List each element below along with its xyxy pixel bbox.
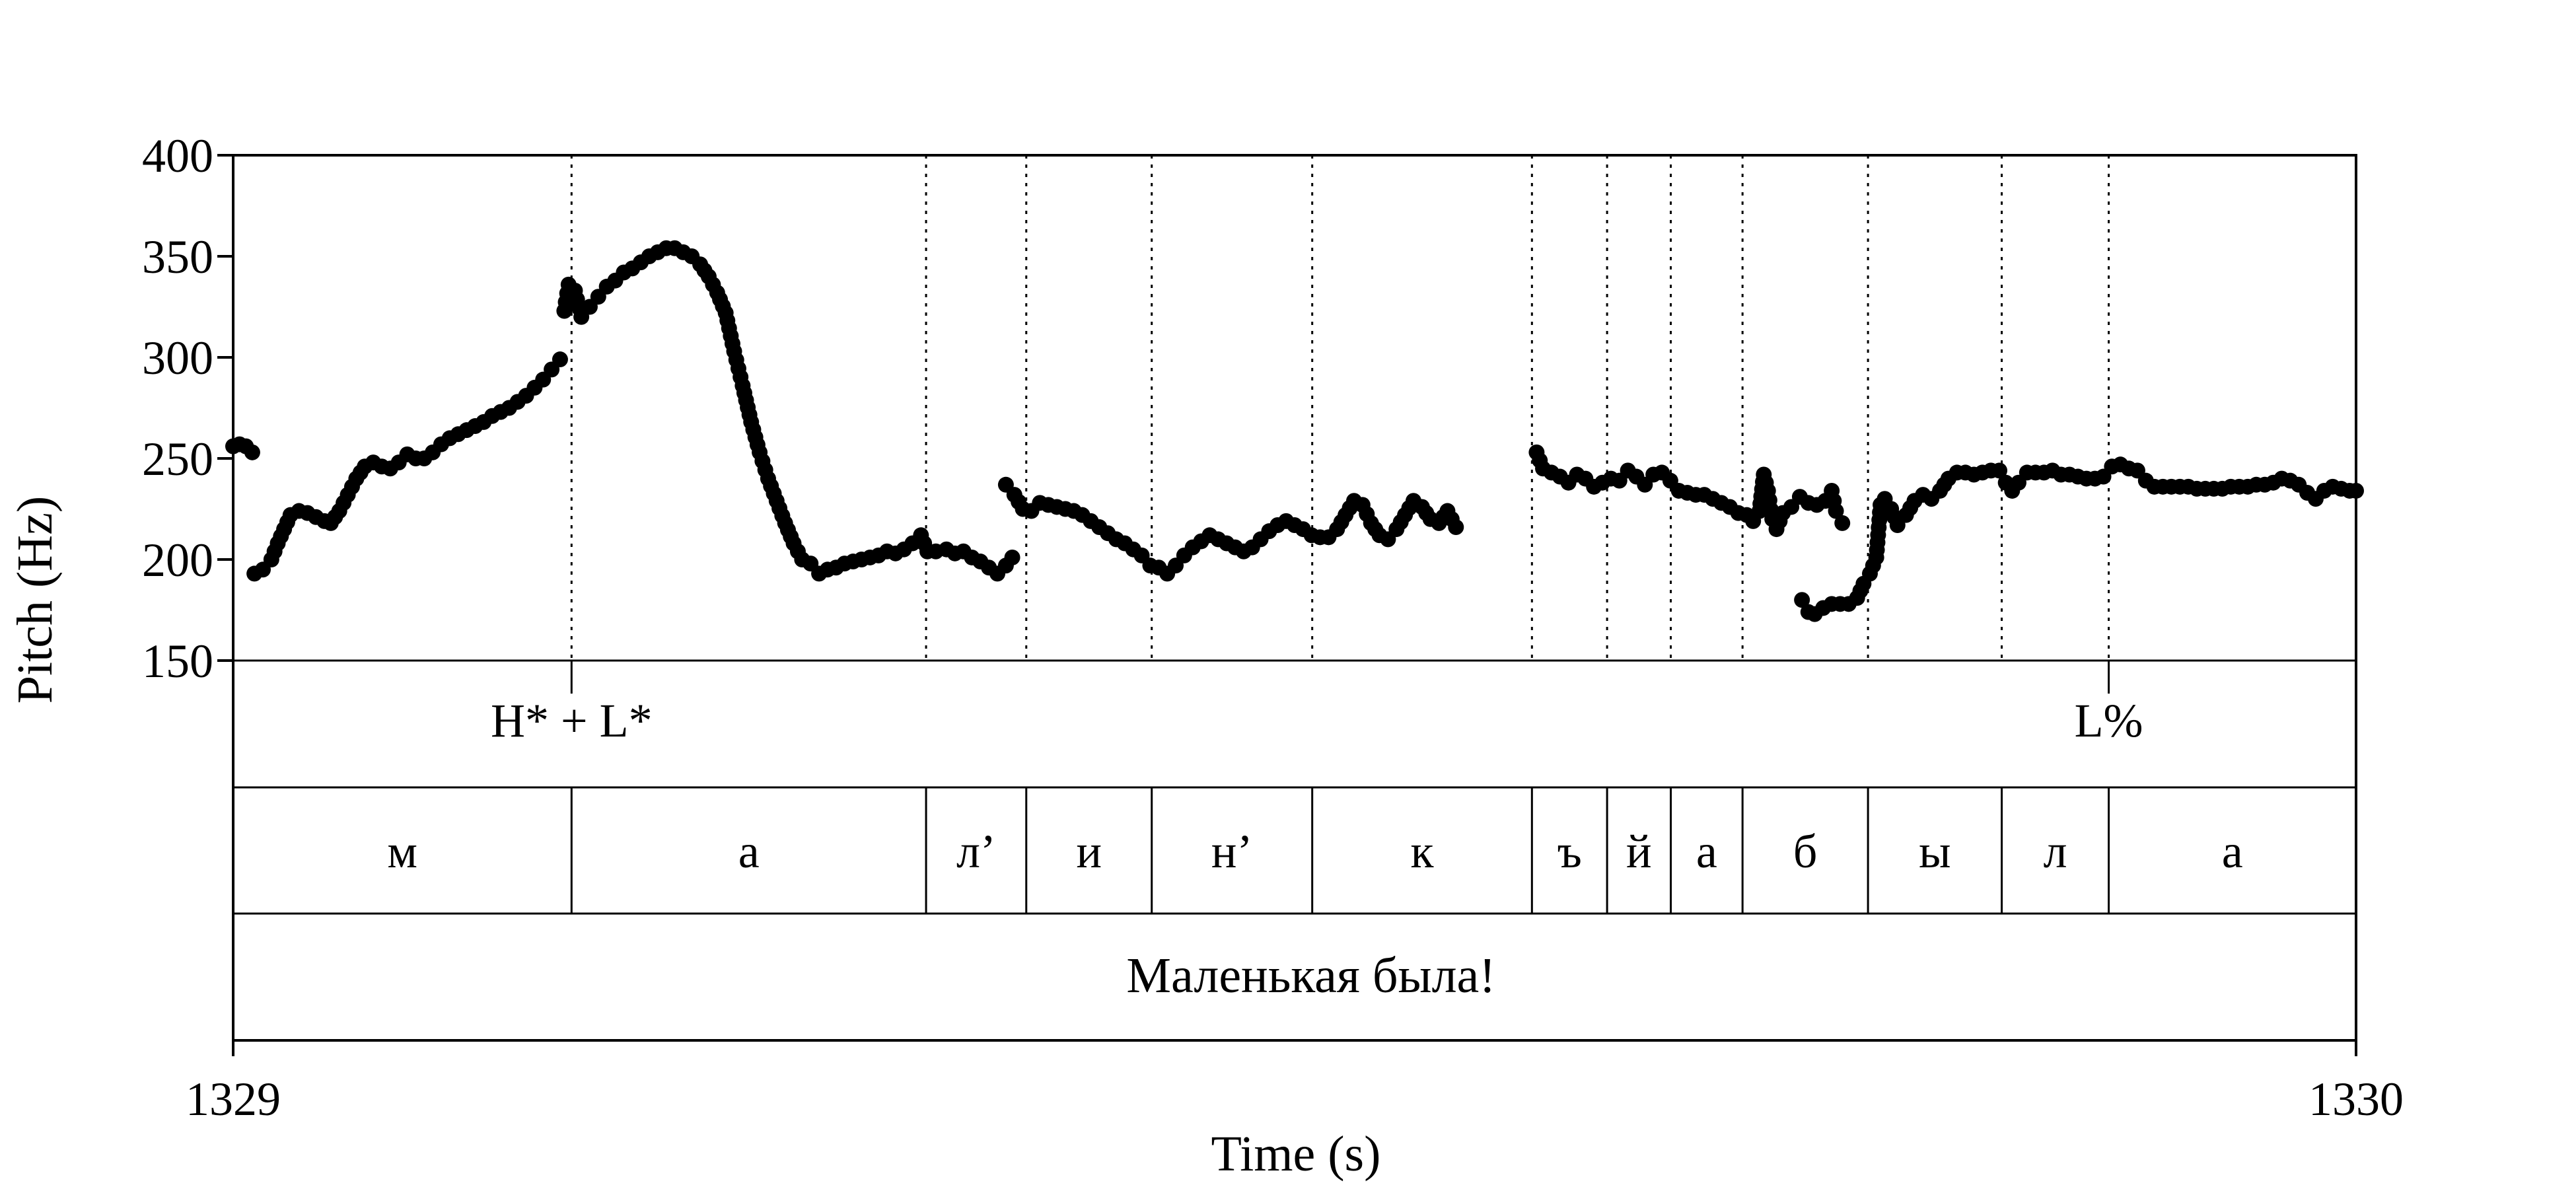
segment-label: а — [2222, 825, 2243, 878]
y-tick-label: 250 — [142, 433, 213, 486]
segment-label: ы — [1919, 825, 1950, 878]
segment-label: ъ — [1557, 825, 1582, 878]
pitch-point — [2348, 482, 2364, 499]
pitch-point — [1794, 592, 1810, 608]
y-tick-label: 300 — [142, 332, 213, 384]
segment-label: б — [1793, 825, 1818, 878]
segment-label: н’ — [1211, 825, 1253, 878]
tone-label: L% — [2075, 694, 2143, 747]
boundary-lines — [570, 155, 2110, 914]
plot-frame — [232, 154, 2357, 1042]
y-tick-label: 350 — [142, 231, 213, 283]
pitch-point — [244, 444, 260, 460]
y-tick-label: 200 — [142, 534, 213, 587]
pitch-point — [1834, 515, 1851, 531]
segment-label: и — [1076, 825, 1102, 878]
pitch-point — [1991, 462, 2008, 479]
x-axis-title: Time (s) — [1211, 1126, 1381, 1182]
tone-label: H* + L* — [491, 694, 653, 747]
x-tick-label: 1329 — [186, 1073, 281, 1126]
sentence-label: Маленькая была! — [1126, 948, 1495, 1003]
axes: 150 200 250 300 350 400 1329 1330 — [142, 129, 2404, 1126]
y-tick-label: 150 — [142, 635, 213, 688]
pitch-point — [1448, 519, 1464, 536]
pitch-point — [1828, 503, 1844, 519]
segment-label: л — [2044, 825, 2067, 878]
y-tick-label: 400 — [142, 129, 213, 182]
y-axis-title: Pitch (Hz) — [7, 496, 63, 703]
pitch-points — [225, 240, 2364, 622]
x-tick-label: 1330 — [2308, 1073, 2404, 1126]
segment-label: й — [1626, 825, 1652, 878]
segment-label: а — [738, 825, 760, 878]
segment-label: м — [387, 825, 417, 878]
segment-label: а — [1696, 825, 1717, 878]
segment-label: к — [1411, 825, 1435, 878]
segment-label: л’ — [956, 825, 996, 878]
annotation-tiers: H* + L* L%м а л’ и н’ к ъ й а б ы л а — [387, 661, 2243, 878]
pitch-point — [552, 351, 568, 368]
pitch-point — [1004, 549, 1020, 565]
